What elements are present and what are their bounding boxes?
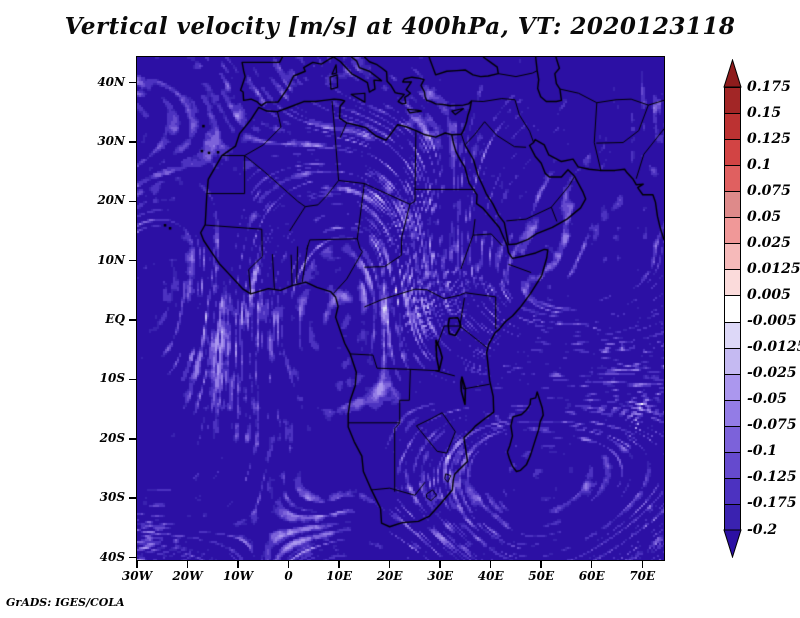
colorbar-segment: [724, 269, 741, 297]
colorbar-tick-label: -0.005: [747, 313, 797, 330]
x-tickmark: [540, 561, 542, 568]
y-tick-label: 40N: [97, 74, 125, 89]
colorbar-segment: [724, 425, 741, 453]
y-tick-label: 20N: [97, 193, 125, 208]
colorbar-tick-label: -0.175: [747, 495, 797, 512]
x-tickmark: [439, 561, 441, 568]
x-tick-label: 40E: [477, 569, 504, 583]
colorbar-tick-label: 0.075: [747, 182, 791, 199]
map-frame: [136, 56, 665, 561]
colorbar-segment: [724, 451, 741, 479]
x-tick-label: 60E: [578, 569, 605, 583]
colorbar-tick-label: -0.025: [747, 365, 797, 382]
x-tick-label: 30E: [427, 569, 454, 583]
vertical-velocity-map: [137, 57, 664, 560]
colorbar-segment: [724, 373, 741, 401]
y-tick-label: 20S: [99, 430, 125, 445]
colorbar-tick-label: -0.1: [747, 443, 778, 460]
x-tickmark: [388, 561, 391, 568]
y-tickmark: [129, 378, 136, 381]
y-tickmark: [129, 497, 136, 499]
colorbar-segment: [724, 321, 741, 349]
x-tick-label: 20E: [376, 569, 403, 583]
x-tickmark: [186, 561, 189, 568]
y-tickmark: [129, 81, 136, 84]
colorbar-segment: [724, 139, 741, 167]
x-tick-label: 0: [284, 569, 293, 583]
plot-title: Vertical velocity [m/s] at 400hPa, VT: 2…: [64, 13, 736, 40]
colorbar-segment: [724, 191, 741, 219]
colorbar-tick-label: 0.175: [747, 78, 791, 95]
x-tick-label: 20W: [172, 569, 203, 583]
colorbar-tick-label: 0.05: [747, 208, 782, 225]
y-tickmark: [129, 319, 136, 321]
x-tickmark: [136, 561, 138, 568]
colorbar-tick-label: -0.05: [747, 391, 787, 408]
y-tickmark: [129, 259, 136, 262]
colorbar-segment: [724, 87, 741, 115]
y-tick-label: EQ: [105, 312, 125, 327]
y-tick-label: 10S: [99, 371, 125, 386]
y-tick-label: 30N: [97, 133, 125, 148]
colorbar-tick-label: 0.125: [747, 130, 791, 147]
x-tickmark: [489, 561, 492, 568]
x-tickmark: [237, 561, 239, 568]
y-tick-label: 40S: [99, 549, 125, 564]
colorbar-segment: [724, 217, 741, 245]
y-tickmark: [129, 556, 136, 559]
x-tickmark: [590, 561, 593, 568]
x-tickmark: [338, 561, 340, 568]
y-tickmark: [129, 438, 136, 440]
colorbar-arrow-down: [723, 529, 742, 558]
colorbar-segment: [724, 243, 741, 271]
x-tick-label: 30W: [121, 569, 153, 583]
x-tick-label: 10W: [222, 569, 254, 583]
y-tickmark: [129, 141, 136, 143]
colorbar-segment: [724, 503, 741, 531]
colorbar-tick-label: 0.15: [747, 104, 782, 121]
colorbar-segment: [724, 399, 741, 427]
y-tick-label: 10N: [97, 252, 125, 267]
colorbar-segment: [724, 295, 741, 323]
colorbar-tick-label: 0.025: [747, 234, 791, 251]
y-tick-label: 30S: [99, 490, 125, 505]
colorbar-segment: [724, 165, 741, 193]
colorbar-tick-label: -0.0125: [747, 339, 800, 356]
x-tickmark: [287, 561, 290, 568]
x-tick-label: 70E: [629, 569, 656, 583]
colorbar-segment: [724, 113, 741, 141]
colorbar-arrow-up: [723, 59, 742, 88]
colorbar-tick-label: -0.2: [747, 521, 778, 538]
colorbar-segment: [724, 477, 741, 505]
x-tick-label: 50E: [528, 569, 555, 583]
colorbar-tick-label: -0.075: [747, 417, 797, 434]
colorbar-tick-label: -0.125: [747, 469, 797, 486]
grads-credit: GrADS: IGES/COLA: [6, 596, 125, 609]
colorbar-tick-label: 0.1: [747, 156, 772, 173]
colorbar-segment: [724, 347, 741, 375]
colorbar-tick-label: 0.005: [747, 286, 791, 303]
x-tick-label: 10E: [326, 569, 353, 583]
x-tickmark: [641, 561, 644, 568]
y-tickmark: [129, 200, 136, 203]
colorbar-tick-label: 0.0125: [747, 260, 800, 277]
